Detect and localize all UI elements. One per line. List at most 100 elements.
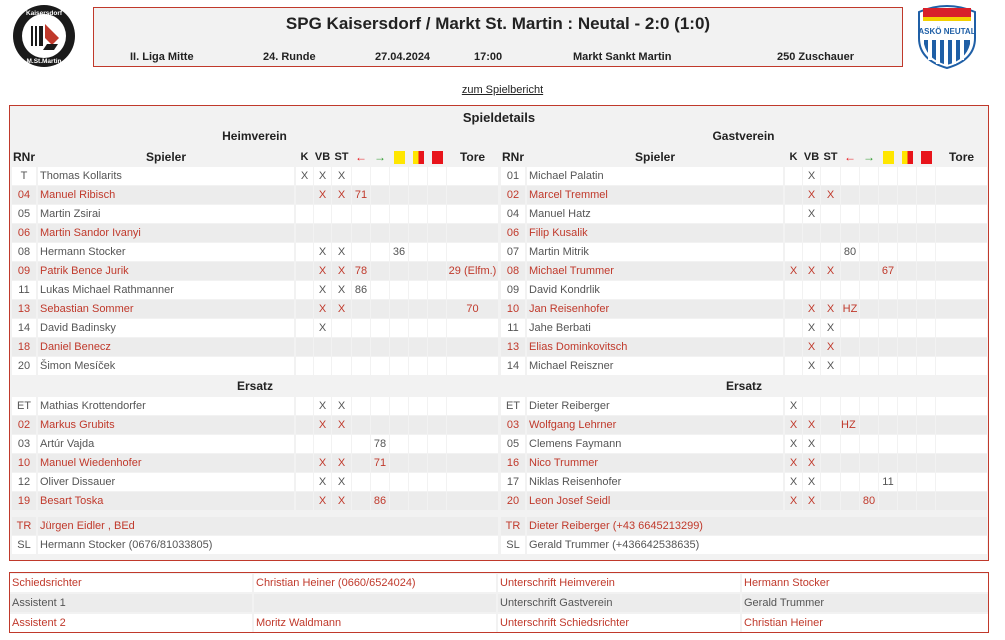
player-sub-in: 78 [371, 435, 389, 453]
player-red-card [917, 262, 935, 280]
player-goals [936, 357, 987, 375]
spectators-label: 250 Zuschauer [777, 51, 855, 63]
player-vb-mark [314, 357, 331, 375]
player-name[interactable]: Michael Reiszner [527, 357, 783, 375]
player-st-mark [821, 281, 840, 299]
player-st-mark: X [332, 397, 351, 415]
player-st-mark [332, 435, 351, 453]
staff-role: SL [501, 536, 525, 554]
player-name[interactable]: Thomas Kollarits [38, 167, 294, 185]
player-name[interactable]: Dieter Reiberger [527, 397, 783, 415]
player-red-card [428, 435, 446, 453]
player-goals [936, 416, 987, 434]
signature-name: Christian Heiner [742, 614, 988, 632]
match-report-link-text[interactable]: zum Spielbericht [461, 84, 544, 96]
player-st-mark: X [332, 454, 351, 472]
player-name[interactable]: Michael Palatin [527, 167, 783, 185]
player-name[interactable]: Besart Toska [38, 492, 294, 510]
player-yellow-card: 11 [879, 473, 897, 491]
yellow-card-icon [882, 151, 894, 165]
player-goals [936, 281, 987, 299]
player-name[interactable]: Wolfgang Lehrner [527, 416, 783, 434]
player-yellow-card [390, 454, 408, 472]
player-goals [936, 262, 987, 280]
player-name[interactable]: Mathias Krottendorfer [38, 397, 294, 415]
player-number: T [12, 167, 36, 185]
player-name[interactable]: Sebastian Sommer [38, 300, 294, 318]
player-row: 14 Michael Reiszner X X [501, 357, 987, 376]
player-red-card [917, 186, 935, 204]
player-name[interactable]: Patrik Bence Jurik [38, 262, 294, 280]
player-name[interactable]: Artúr Vajda [38, 435, 294, 453]
player-yellow-red-card [898, 454, 916, 472]
player-name[interactable]: Niklas Reisenhofer [527, 473, 783, 491]
player-goals [447, 224, 498, 242]
official-role: Assistent 2 [10, 614, 252, 632]
yellow-red-card-column [898, 148, 916, 166]
player-yellow-red-card [898, 281, 916, 299]
yellow-red-card-icon [901, 151, 913, 165]
player-name[interactable]: Hermann Stocker [38, 243, 294, 261]
player-number: 14 [501, 357, 525, 375]
player-name[interactable]: Michael Trummer [527, 262, 783, 280]
player-row: 08 Michael Trummer X X X 67 [501, 262, 987, 281]
player-st-mark [821, 416, 840, 434]
player-vb-mark: X [314, 319, 331, 337]
player-name[interactable]: Manuel Hatz [527, 205, 783, 223]
player-number: 10 [501, 300, 525, 318]
player-goals: 29 (Elfm.) [447, 262, 498, 280]
player-name[interactable]: Clemens Faymann [527, 435, 783, 453]
player-st-mark [821, 397, 840, 415]
player-yellow-card [879, 243, 897, 261]
player-name[interactable]: Manuel Ribisch [38, 186, 294, 204]
player-name[interactable]: Martin Sandor Ivanyi [38, 224, 294, 242]
player-name[interactable]: David Kondrlik [527, 281, 783, 299]
player-yellow-card [390, 167, 408, 185]
signature-name: Hermann Stocker [742, 574, 988, 592]
player-number: 05 [12, 205, 36, 223]
player-sub-in [371, 224, 389, 242]
player-sub-out [352, 473, 370, 491]
player-red-card [917, 473, 935, 491]
player-sub-in: 80 [860, 492, 878, 510]
away-team-logo: ASKÖ NEUTAL [916, 2, 980, 70]
player-number: 09 [12, 262, 36, 280]
player-goals [447, 281, 498, 299]
official-role: Schiedsrichter [10, 574, 252, 592]
player-k-mark [296, 454, 313, 472]
player-yellow-red-card [898, 416, 916, 434]
player-goals [936, 243, 987, 261]
player-name[interactable]: Šimon Mesíček [38, 357, 294, 375]
match-report-link[interactable]: zum Spielbericht [0, 84, 1005, 96]
player-row: 14 David Badinsky X [12, 319, 498, 338]
player-yellow-red-card [898, 338, 916, 356]
player-name[interactable]: Markus Grubits [38, 416, 294, 434]
player-name[interactable]: Jan Reisenhofer [527, 300, 783, 318]
staff-role: TR [12, 517, 36, 535]
player-number: 11 [12, 281, 36, 299]
player-name[interactable]: Nico Trummer [527, 454, 783, 472]
player-name[interactable]: Oliver Dissauer [38, 473, 294, 491]
player-name[interactable]: Leon Josef Seidl [527, 492, 783, 510]
player-yellow-red-card [898, 492, 916, 510]
player-name[interactable]: Lukas Michael Rathmanner [38, 281, 294, 299]
player-k-mark [296, 281, 313, 299]
player-yellow-red-card [898, 262, 916, 280]
player-name[interactable]: Manuel Wiedenhofer [38, 454, 294, 472]
player-name[interactable]: David Badinsky [38, 319, 294, 337]
player-name[interactable]: Marcel Tremmel [527, 186, 783, 204]
player-red-card [428, 416, 446, 434]
player-name[interactable]: Elias Dominkovitsch [527, 338, 783, 356]
player-goals [936, 224, 987, 242]
venue-label: Markt Sankt Martin [573, 51, 672, 63]
player-k-mark [785, 186, 802, 204]
player-name[interactable]: Filip Kusalik [527, 224, 783, 242]
player-name[interactable]: Daniel Benecz [38, 338, 294, 356]
player-st-mark [821, 473, 840, 491]
player-name[interactable]: Martin Mitrik [527, 243, 783, 261]
player-k-mark: X [785, 454, 802, 472]
player-name[interactable]: Jahe Berbati [527, 319, 783, 337]
staff-row: TR Dieter Reiberger (+43 6645213299) [501, 517, 987, 536]
player-name[interactable]: Martin Zsirai [38, 205, 294, 223]
